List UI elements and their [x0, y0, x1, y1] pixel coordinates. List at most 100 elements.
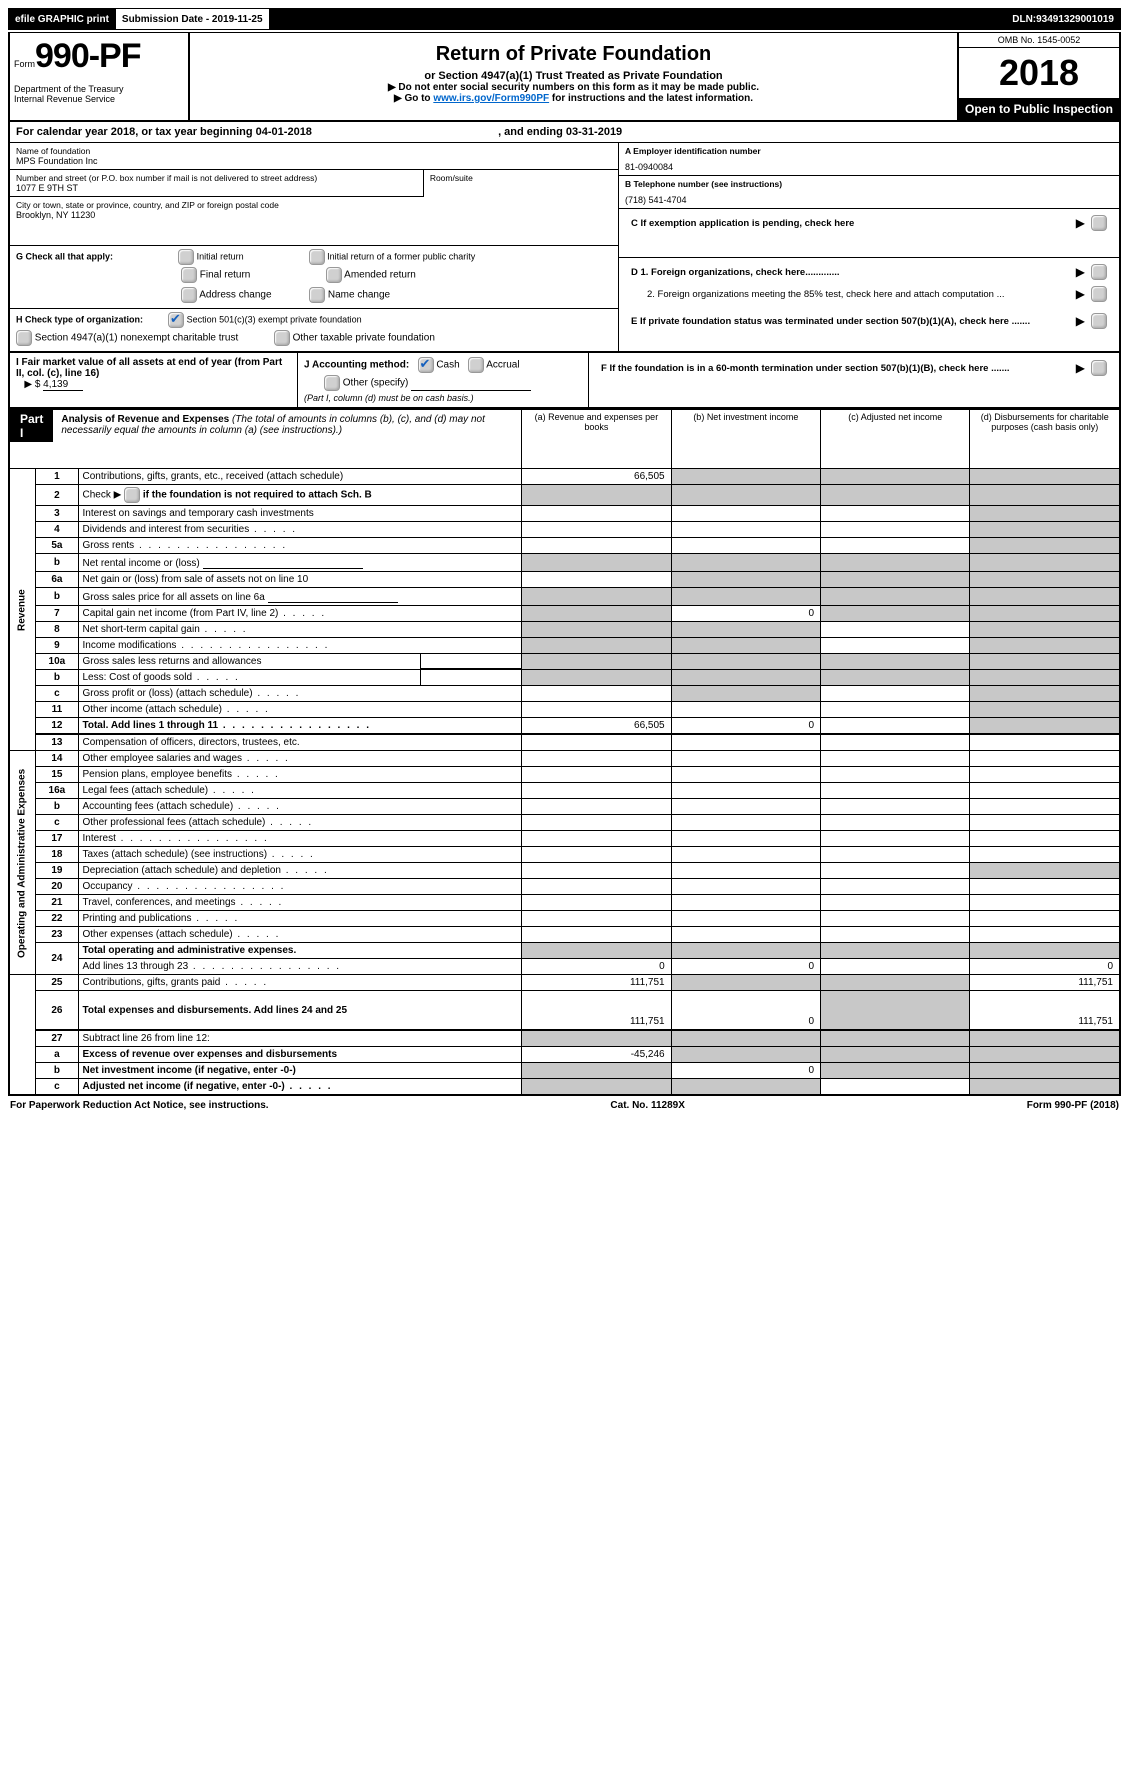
- row-26: Total expenses and disbursements. Add li…: [78, 991, 522, 1031]
- row-27: Subtract line 26 from line 12:: [78, 1030, 522, 1047]
- phone-value: (718) 541-4704: [625, 189, 1113, 205]
- col-c-header: (c) Adjusted net income: [821, 410, 970, 469]
- subdate-label: Submission Date -: [122, 14, 212, 25]
- val-25a: 111,751: [522, 975, 671, 991]
- goto-post: for instructions and the latest informat…: [549, 93, 753, 104]
- chk-amended[interactable]: [326, 267, 342, 283]
- revenue-vlabel: Revenue: [9, 469, 36, 751]
- chk-4947a1[interactable]: [16, 330, 32, 346]
- omb-number: OMB No. 1545-0052: [959, 33, 1119, 48]
- val-27b: 0: [671, 1063, 820, 1079]
- val-24b: 0: [671, 959, 820, 975]
- ein-value: 81-0940084: [625, 156, 1113, 172]
- street-row: Number and street (or P.O. box number if…: [10, 170, 618, 197]
- chk-other-method[interactable]: [324, 375, 340, 391]
- topbar-spacer: [270, 9, 1007, 29]
- section-j: J Accounting method: Cash Accrual Other …: [297, 353, 588, 407]
- row-24b: Add lines 13 through 23: [78, 959, 522, 975]
- part1-table: Part I Analysis of Revenue and Expenses …: [8, 409, 1121, 1096]
- chk-501c3[interactable]: [168, 312, 184, 328]
- dln-label: DLN:: [1012, 14, 1036, 25]
- g-name-change: Name change: [328, 290, 390, 301]
- arrow-icon: ▶: [1076, 314, 1085, 328]
- val-1a: 66,505: [522, 469, 671, 485]
- chk-foreign-85[interactable]: [1091, 286, 1107, 302]
- row-10b: Less: Cost of goods sold: [78, 670, 522, 686]
- chk-terminated[interactable]: [1091, 313, 1107, 329]
- val-7b: 0: [671, 606, 820, 622]
- row-5b: Net rental income or (loss): [78, 554, 522, 572]
- chk-exemption-pending[interactable]: [1091, 215, 1107, 231]
- chk-address-change[interactable]: [181, 287, 197, 303]
- row-8: Net short-term capital gain: [78, 622, 522, 638]
- row-15: Pension plans, employee benefits: [78, 767, 522, 783]
- entity-info-block: Name of foundation MPS Foundation Inc Nu…: [8, 143, 1121, 353]
- instructions-link[interactable]: www.irs.gov/Form990PF: [433, 93, 549, 104]
- chk-name-change[interactable]: [309, 287, 325, 303]
- g-initial-return: Initial return: [197, 251, 244, 261]
- row-27a: Excess of revenue over expenses and disb…: [78, 1047, 522, 1063]
- row-21: Travel, conferences, and meetings: [78, 895, 522, 911]
- f-label: F If the foundation is in a 60-month ter…: [601, 363, 1070, 374]
- calendar-year-line: For calendar year 2018, or tax year begi…: [8, 122, 1121, 143]
- chk-schb[interactable]: [124, 487, 140, 503]
- h-other-taxable: Other taxable private foundation: [293, 333, 435, 344]
- col-d-header: (d) Disbursements for charitable purpose…: [970, 410, 1120, 469]
- row-9: Income modifications: [78, 638, 522, 654]
- calyear-text1: For calendar year 2018, or tax year begi…: [16, 126, 256, 138]
- val-26b: 0: [671, 991, 820, 1031]
- g-amended: Amended return: [344, 270, 416, 281]
- open-public-badge: Open to Public Inspection: [959, 98, 1119, 120]
- chk-initial-return[interactable]: [178, 249, 194, 265]
- calyear-text2: , and ending: [498, 126, 566, 138]
- d2-label: 2. Foreign organizations meeting the 85%…: [631, 289, 1070, 300]
- chk-initial-former[interactable]: [309, 249, 325, 265]
- c-label: C If exemption application is pending, c…: [631, 218, 1070, 229]
- city-value: Brooklyn, NY 11230: [16, 210, 612, 220]
- row-16b: Accounting fees (attach schedule): [78, 799, 522, 815]
- foundation-name-cell: Name of foundation MPS Foundation Inc: [10, 143, 618, 170]
- row-12: Total. Add lines 1 through 11: [78, 718, 522, 735]
- header-left: Form990-PF Department of the Treasury In…: [10, 33, 190, 120]
- j-label: J Accounting method:: [304, 360, 409, 371]
- part1-title: Analysis of Revenue and Expenses: [61, 414, 229, 425]
- efile-tag: efile GRAPHIC print: [9, 9, 116, 29]
- row-16a: Legal fees (attach schedule): [78, 783, 522, 799]
- section-g: G Check all that apply: Initial return I…: [10, 246, 618, 309]
- row-7: Capital gain net income (from Part IV, l…: [78, 606, 522, 622]
- phone-label: B Telephone number (see instructions): [625, 179, 1113, 189]
- header-center: Return of Private Foundation or Section …: [190, 33, 957, 120]
- top-bar: efile GRAPHIC print Submission Date - 20…: [8, 8, 1121, 30]
- row-3: Interest on savings and temporary cash i…: [78, 506, 522, 522]
- row-11: Other income (attach schedule): [78, 702, 522, 718]
- d-e-block: D 1. Foreign organizations, check here..…: [619, 258, 1119, 335]
- row-27c: Adjusted net income (if negative, enter …: [78, 1079, 522, 1096]
- chk-final-return[interactable]: [181, 267, 197, 283]
- chk-foreign-org[interactable]: [1091, 264, 1107, 280]
- goto-line: ▶ Go to www.irs.gov/Form990PF for instru…: [196, 93, 951, 104]
- d1-label: D 1. Foreign organizations, check here..…: [631, 267, 1070, 278]
- j-other: Other (specify): [343, 378, 409, 389]
- ein-label: A Employer identification number: [625, 146, 1113, 156]
- row-14: Other employee salaries and wages: [78, 751, 522, 767]
- street-label: Number and street (or P.O. box number if…: [16, 173, 417, 183]
- chk-accrual[interactable]: [468, 357, 484, 373]
- row-25: Contributions, gifts, grants paid: [78, 975, 522, 991]
- city-label: City or town, state or province, country…: [16, 200, 612, 210]
- name-label: Name of foundation: [16, 146, 612, 156]
- arrow-icon: ▶: [1076, 216, 1085, 230]
- street-value: 1077 E 9TH ST: [16, 183, 417, 193]
- tax-year: 2018: [959, 48, 1119, 98]
- arrow-icon: ▶: [1076, 361, 1085, 375]
- foundation-name: MPS Foundation Inc: [16, 156, 612, 166]
- submission-date: Submission Date - 2019-11-25: [116, 9, 270, 29]
- row-16c: Other professional fees (attach schedule…: [78, 815, 522, 831]
- i-label: I Fair market value of all assets at end…: [16, 357, 282, 379]
- ein-cell: A Employer identification number 81-0940…: [619, 143, 1119, 176]
- row-2: Check ▶ if the foundation is not require…: [78, 485, 522, 506]
- j-accrual: Accrual: [486, 360, 519, 371]
- chk-other-taxable[interactable]: [274, 330, 290, 346]
- chk-cash[interactable]: [418, 357, 434, 373]
- row-23: Other expenses (attach schedule): [78, 927, 522, 943]
- chk-60month[interactable]: [1091, 360, 1107, 376]
